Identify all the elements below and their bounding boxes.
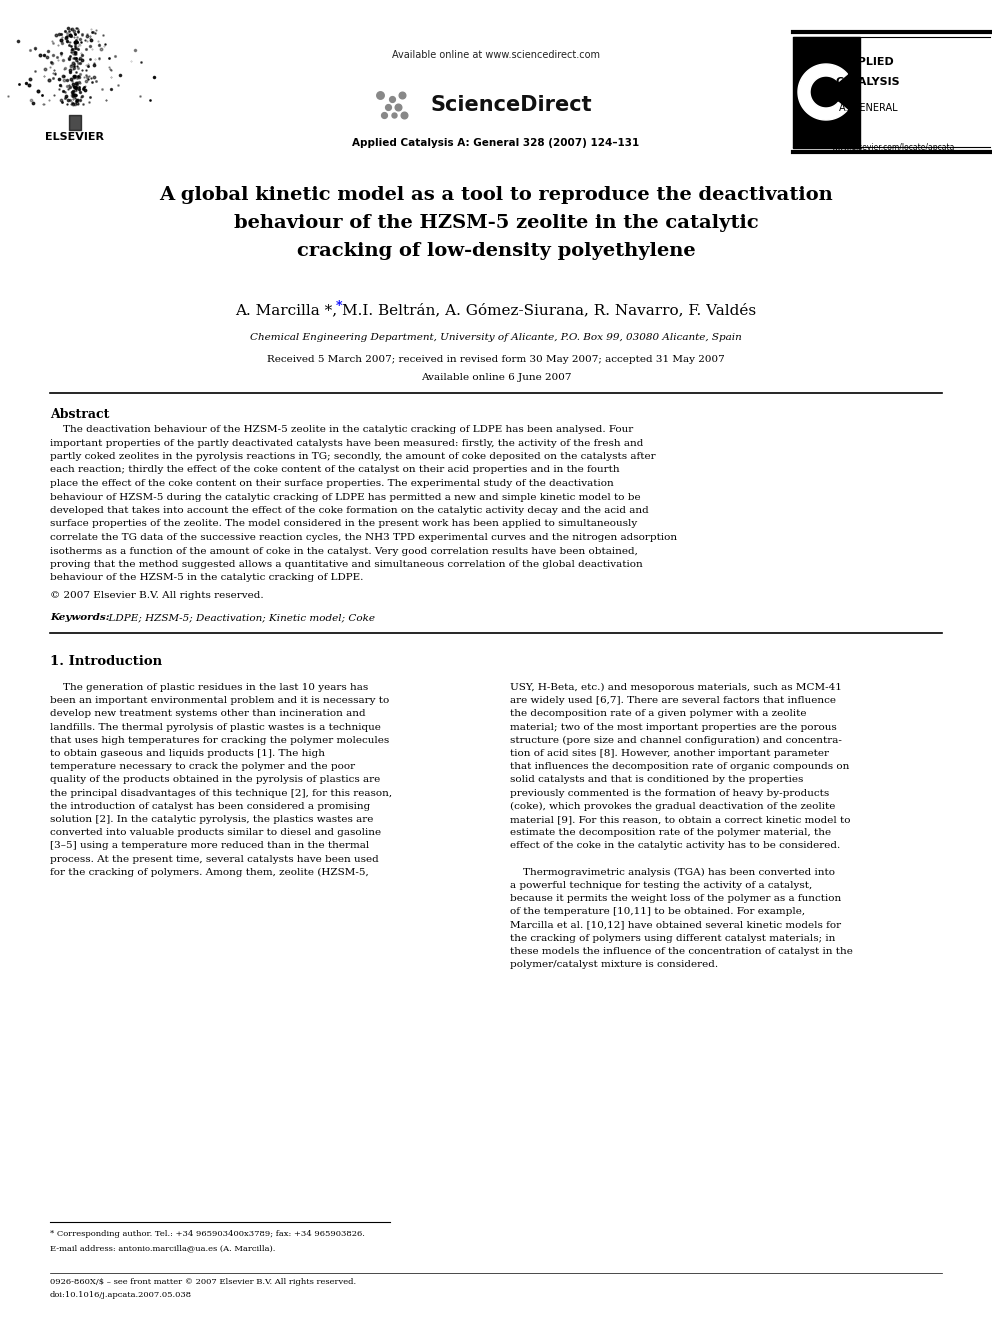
- Text: material; two of the most important properties are the porous: material; two of the most important prop…: [510, 722, 836, 732]
- Text: Thermogravimetric analysis (TGA) has been converted into: Thermogravimetric analysis (TGA) has bee…: [510, 868, 835, 877]
- Text: LDPE; HZSM-5; Deactivation; Kinetic model; Coke: LDPE; HZSM-5; Deactivation; Kinetic mode…: [102, 613, 375, 622]
- Text: the decomposition rate of a given polymer with a zeolite: the decomposition rate of a given polyme…: [510, 709, 806, 718]
- Text: proving that the method suggested allows a quantitative and simultaneous correla: proving that the method suggested allows…: [50, 560, 643, 569]
- Text: previously commented is the formation of heavy by-products: previously commented is the formation of…: [510, 789, 829, 798]
- Text: Available online 6 June 2007: Available online 6 June 2007: [421, 373, 571, 381]
- Text: 0926-860X/$ – see front matter © 2007 Elsevier B.V. All rights reserved.: 0926-860X/$ – see front matter © 2007 El…: [50, 1278, 356, 1286]
- Text: * Corresponding author. Tel.: +34 965903400x3789; fax: +34 965903826.: * Corresponding author. Tel.: +34 965903…: [50, 1230, 365, 1238]
- Text: Received 5 March 2007; received in revised form 30 May 2007; accepted 31 May 200: Received 5 March 2007; received in revis…: [267, 356, 725, 365]
- Text: to obtain gaseous and liquids products [1]. The high: to obtain gaseous and liquids products […: [50, 749, 325, 758]
- Text: cracking of low-density polyethylene: cracking of low-density polyethylene: [297, 242, 695, 261]
- Text: the cracking of polymers using different catalyst materials; in: the cracking of polymers using different…: [510, 934, 835, 943]
- Text: [3–5] using a temperature more reduced than in the thermal: [3–5] using a temperature more reduced t…: [50, 841, 369, 851]
- Text: effect of the coke in the catalytic activity has to be considered.: effect of the coke in the catalytic acti…: [510, 841, 840, 851]
- Text: the principal disadvantages of this technique [2], for this reason,: the principal disadvantages of this tech…: [50, 789, 392, 798]
- Text: for the cracking of polymers. Among them, zeolite (HZSM-5,: for the cracking of polymers. Among them…: [50, 868, 369, 877]
- Text: Keywords:: Keywords:: [50, 613, 110, 622]
- Text: E-mail address: antonio.marcilla@ua.es (A. Marcilla).: E-mail address: antonio.marcilla@ua.es (…: [50, 1244, 276, 1252]
- Text: behaviour of the HZSM-5 in the catalytic cracking of LDPE.: behaviour of the HZSM-5 in the catalytic…: [50, 573, 363, 582]
- Text: because it permits the weight loss of the polymer as a function: because it permits the weight loss of th…: [510, 894, 841, 904]
- Text: (coke), which provokes the gradual deactivation of the zeolite: (coke), which provokes the gradual deact…: [510, 802, 835, 811]
- Text: that uses high temperatures for cracking the polymer molecules: that uses high temperatures for cracking…: [50, 736, 389, 745]
- Text: www.elsevier.com/locate/apcata: www.elsevier.com/locate/apcata: [831, 143, 954, 152]
- Text: polymer/catalyst mixture is considered.: polymer/catalyst mixture is considered.: [510, 960, 718, 970]
- Text: surface properties of the zeolite. The model considered in the present work has : surface properties of the zeolite. The m…: [50, 520, 637, 528]
- Text: Applied Catalysis A: General 328 (2007) 124–131: Applied Catalysis A: General 328 (2007) …: [352, 138, 640, 148]
- Text: these models the influence of the concentration of catalyst in the: these models the influence of the concen…: [510, 947, 853, 957]
- Text: Abstract: Abstract: [50, 407, 109, 421]
- Text: APPLIED: APPLIED: [841, 57, 895, 67]
- Text: Available online at www.sciencedirect.com: Available online at www.sciencedirect.co…: [392, 50, 600, 60]
- Bar: [793, 37, 860, 148]
- Text: that influences the decomposition rate of organic compounds on: that influences the decomposition rate o…: [510, 762, 849, 771]
- Text: ELSEVIER: ELSEVIER: [46, 132, 104, 142]
- Text: correlate the TG data of the successive reaction cycles, the NH3 TPD experimenta: correlate the TG data of the successive …: [50, 533, 678, 542]
- Text: isotherms as a function of the amount of coke in the catalyst. Very good correla: isotherms as a function of the amount of…: [50, 546, 638, 556]
- Text: estimate the decomposition rate of the polymer material, the: estimate the decomposition rate of the p…: [510, 828, 831, 837]
- Text: are widely used [6,7]. There are several factors that influence: are widely used [6,7]. There are several…: [510, 696, 836, 705]
- Text: material [9]. For this reason, to obtain a correct kinetic model to: material [9]. For this reason, to obtain…: [510, 815, 850, 824]
- Text: important properties of the partly deactivated catalysts have been measured: fir: important properties of the partly deact…: [50, 438, 644, 447]
- Text: converted into valuable products similar to diesel and gasoline: converted into valuable products similar…: [50, 828, 381, 837]
- Text: *: *: [336, 300, 342, 314]
- Text: partly coked zeolites in the pyrolysis reactions in TG; secondly, the amount of : partly coked zeolites in the pyrolysis r…: [50, 452, 656, 460]
- Text: process. At the present time, several catalysts have been used: process. At the present time, several ca…: [50, 855, 379, 864]
- Text: CATALYSIS: CATALYSIS: [835, 77, 901, 87]
- Text: A. Marcilla *, M.I. Beltrán, A. Gómez-Siurana, R. Navarro, F. Valdés: A. Marcilla *, M.I. Beltrán, A. Gómez-Si…: [235, 303, 757, 318]
- Text: The deactivation behaviour of the HZSM-5 zeolite in the catalytic cracking of LD: The deactivation behaviour of the HZSM-5…: [50, 425, 633, 434]
- Text: solution [2]. In the catalytic pyrolysis, the plastics wastes are: solution [2]. In the catalytic pyrolysis…: [50, 815, 373, 824]
- Text: behaviour of the HZSM-5 zeolite in the catalytic: behaviour of the HZSM-5 zeolite in the c…: [234, 214, 758, 232]
- Text: A: GENERAL: A: GENERAL: [838, 103, 898, 112]
- Text: a powerful technique for testing the activity of a catalyst,: a powerful technique for testing the act…: [510, 881, 812, 890]
- Text: USY, H-Beta, etc.) and mesoporous materials, such as MCM-41: USY, H-Beta, etc.) and mesoporous materi…: [510, 683, 842, 692]
- Text: tion of acid sites [8]. However, another important parameter: tion of acid sites [8]. However, another…: [510, 749, 829, 758]
- Text: landfills. The thermal pyrolysis of plastic wastes is a technique: landfills. The thermal pyrolysis of plas…: [50, 722, 381, 732]
- Text: been an important environmental problem and it is necessary to: been an important environmental problem …: [50, 696, 389, 705]
- Text: structure (pore size and channel configuration) and concentra-: structure (pore size and channel configu…: [510, 736, 842, 745]
- Text: behaviour of HZSM-5 during the catalytic cracking of LDPE has permitted a new an: behaviour of HZSM-5 during the catalytic…: [50, 492, 641, 501]
- Text: 1. Introduction: 1. Introduction: [50, 655, 162, 668]
- Text: APPLIED: APPLIED: [803, 77, 807, 107]
- Text: The generation of plastic residues in the last 10 years has: The generation of plastic residues in th…: [50, 683, 368, 692]
- Text: of the temperature [10,11] to be obtained. For example,: of the temperature [10,11] to be obtaine…: [510, 908, 806, 917]
- Text: developed that takes into account the effect of the coke formation on the cataly: developed that takes into account the ef…: [50, 505, 649, 515]
- Text: quality of the products obtained in the pyrolysis of plastics are: quality of the products obtained in the …: [50, 775, 380, 785]
- Text: A global kinetic model as a tool to reproduce the deactivation: A global kinetic model as a tool to repr…: [159, 187, 833, 204]
- Text: each reaction; thirdly the effect of the coke content of the catalyst on their a: each reaction; thirdly the effect of the…: [50, 466, 620, 475]
- Text: place the effect of the coke content on their surface properties. The experiment: place the effect of the coke content on …: [50, 479, 614, 488]
- Text: solid catalysts and that is conditioned by the properties: solid catalysts and that is conditioned …: [510, 775, 804, 785]
- Text: © 2007 Elsevier B.V. All rights reserved.: © 2007 Elsevier B.V. All rights reserved…: [50, 591, 264, 601]
- Polygon shape: [798, 64, 847, 120]
- Text: the introduction of catalyst has been considered a promising: the introduction of catalyst has been co…: [50, 802, 370, 811]
- Text: doi:10.1016/j.apcata.2007.05.038: doi:10.1016/j.apcata.2007.05.038: [50, 1291, 192, 1299]
- Text: develop new treatment systems other than incineration and: develop new treatment systems other than…: [50, 709, 366, 718]
- Text: Chemical Engineering Department, University of Alicante, P.O. Box 99, 03080 Alic: Chemical Engineering Department, Univers…: [250, 333, 742, 343]
- Text: Marcilla et al. [10,12] have obtained several kinetic models for: Marcilla et al. [10,12] have obtained se…: [510, 921, 841, 930]
- Text: ScienceDirect: ScienceDirect: [431, 95, 592, 115]
- Text: temperature necessary to crack the polymer and the poor: temperature necessary to crack the polym…: [50, 762, 355, 771]
